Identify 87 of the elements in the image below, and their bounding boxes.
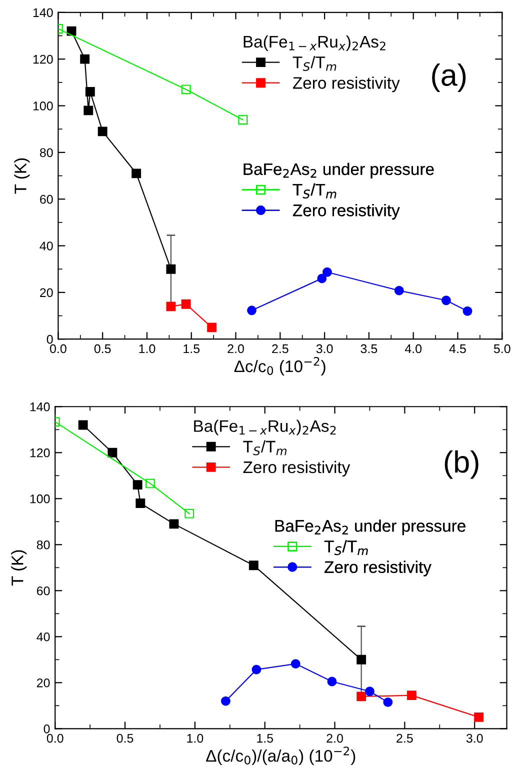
point — [85, 87, 95, 96]
point — [394, 286, 404, 296]
point — [78, 420, 88, 430]
point — [356, 654, 366, 664]
y-tick-label: 60 — [36, 586, 50, 596]
y-tick-label: 120 — [30, 448, 50, 458]
point — [356, 692, 366, 702]
y-tick-label: 100 — [33, 102, 53, 110]
point — [108, 448, 118, 458]
y-tick-label: 40 — [40, 242, 53, 250]
point — [181, 84, 191, 94]
point — [462, 306, 472, 316]
point — [220, 696, 230, 706]
x-tick-label: 0.5 — [116, 734, 134, 743]
point — [136, 498, 146, 508]
point — [474, 712, 484, 722]
y-tick-label: 20 — [40, 288, 53, 298]
y-tick-label: 140 — [30, 402, 50, 412]
annotation: Ba(Fe$_{1−x}$Ru$_{x}$)$_{2}$As$_{2}$ — [194, 420, 336, 436]
y-tick-label: 80 — [40, 148, 53, 158]
y-tick-label: 0 — [44, 724, 50, 734]
annotation: Ba(Fe$_{1−x}$Ru$_{x}$)$_{2}$As$_{2}$ — [244, 35, 386, 51]
x-tick-label: 2.5 — [272, 344, 288, 354]
point — [84, 106, 94, 116]
x-axis-title: Δc/c$_{0}$ (10$^{−2}$) — [234, 357, 326, 376]
legend-label: T$_{S}$/T$_{m}$ — [324, 540, 368, 556]
x-tick-label: 1.5 — [257, 734, 274, 743]
x-tick-label: 4.5 — [449, 344, 466, 354]
x-tick-label: 3.5 — [360, 344, 378, 354]
x-tick-label: 5.0 — [494, 344, 510, 354]
x-tick-label: 0.0 — [46, 734, 64, 743]
point — [207, 322, 217, 332]
legend-label: T$_{S}$/T$_{m}$ — [243, 440, 286, 456]
text: (a) — [432, 64, 466, 92]
point — [166, 302, 176, 312]
legend-label: T$_{S}$/T$_{m}$ — [292, 56, 336, 71]
text: (b) — [444, 450, 478, 479]
point — [238, 115, 248, 124]
annotation: BaFe$_{2}$As$_{2}$ under pressure — [275, 520, 466, 536]
point — [406, 690, 416, 700]
point — [80, 54, 90, 64]
y-axis-title: T (K) — [14, 158, 30, 194]
x-tick-label: 0.0 — [50, 344, 66, 354]
x-tick-label: 1.0 — [187, 734, 204, 743]
x-tick-label: 1.5 — [184, 344, 200, 354]
y-axis-title: T (K) — [11, 550, 27, 586]
point — [247, 306, 256, 316]
point — [383, 697, 393, 707]
y-tick-label: 140 — [33, 8, 53, 18]
x-tick-label: 2.0 — [326, 734, 343, 743]
x-tick-label: 3.0 — [466, 734, 483, 743]
y-tick-label: 100 — [30, 494, 50, 504]
point — [290, 659, 300, 669]
x-tick-label: 4.0 — [404, 344, 422, 354]
point — [441, 296, 451, 306]
point — [98, 126, 108, 136]
legend-label: Zero resistivity — [292, 76, 400, 92]
x-tick-label: 0.5 — [94, 344, 111, 354]
y-tick-label: 20 — [36, 678, 50, 688]
legend-label: T$_{S}$/T$_{m}$ — [292, 183, 336, 198]
point — [145, 478, 155, 488]
point — [365, 686, 374, 696]
x-tick-label: 2.5 — [396, 734, 413, 743]
legend-label: Zero resistivity — [243, 460, 350, 476]
x-tick-label: 1.0 — [139, 344, 156, 354]
annotation: BaFe$_{2}$As$_{2}$ under pressure — [244, 162, 434, 178]
point — [317, 274, 327, 284]
point — [248, 560, 258, 570]
x-tick-label: 2.0 — [228, 344, 244, 354]
point — [252, 664, 262, 674]
x-tick-label: 3.0 — [316, 344, 333, 354]
x-axis-title: Δ(c/c$_{0}$)/(a/a$_{0}$) (10$^{−2}$) — [206, 746, 356, 766]
y-tick-label: 60 — [40, 194, 53, 204]
y-tick-label: 0 — [46, 334, 53, 344]
point — [322, 267, 332, 277]
legend-label: Zero resistivity — [292, 204, 400, 220]
point — [132, 168, 142, 178]
point — [132, 480, 142, 490]
point — [181, 299, 191, 309]
point — [169, 519, 179, 529]
y-tick-label: 40 — [36, 632, 50, 642]
y-tick-label: 120 — [33, 54, 53, 64]
point — [184, 508, 194, 518]
legend-label: Zero resistivity — [324, 560, 432, 576]
point — [327, 676, 337, 686]
y-tick-label: 80 — [36, 540, 50, 550]
point — [166, 264, 176, 274]
